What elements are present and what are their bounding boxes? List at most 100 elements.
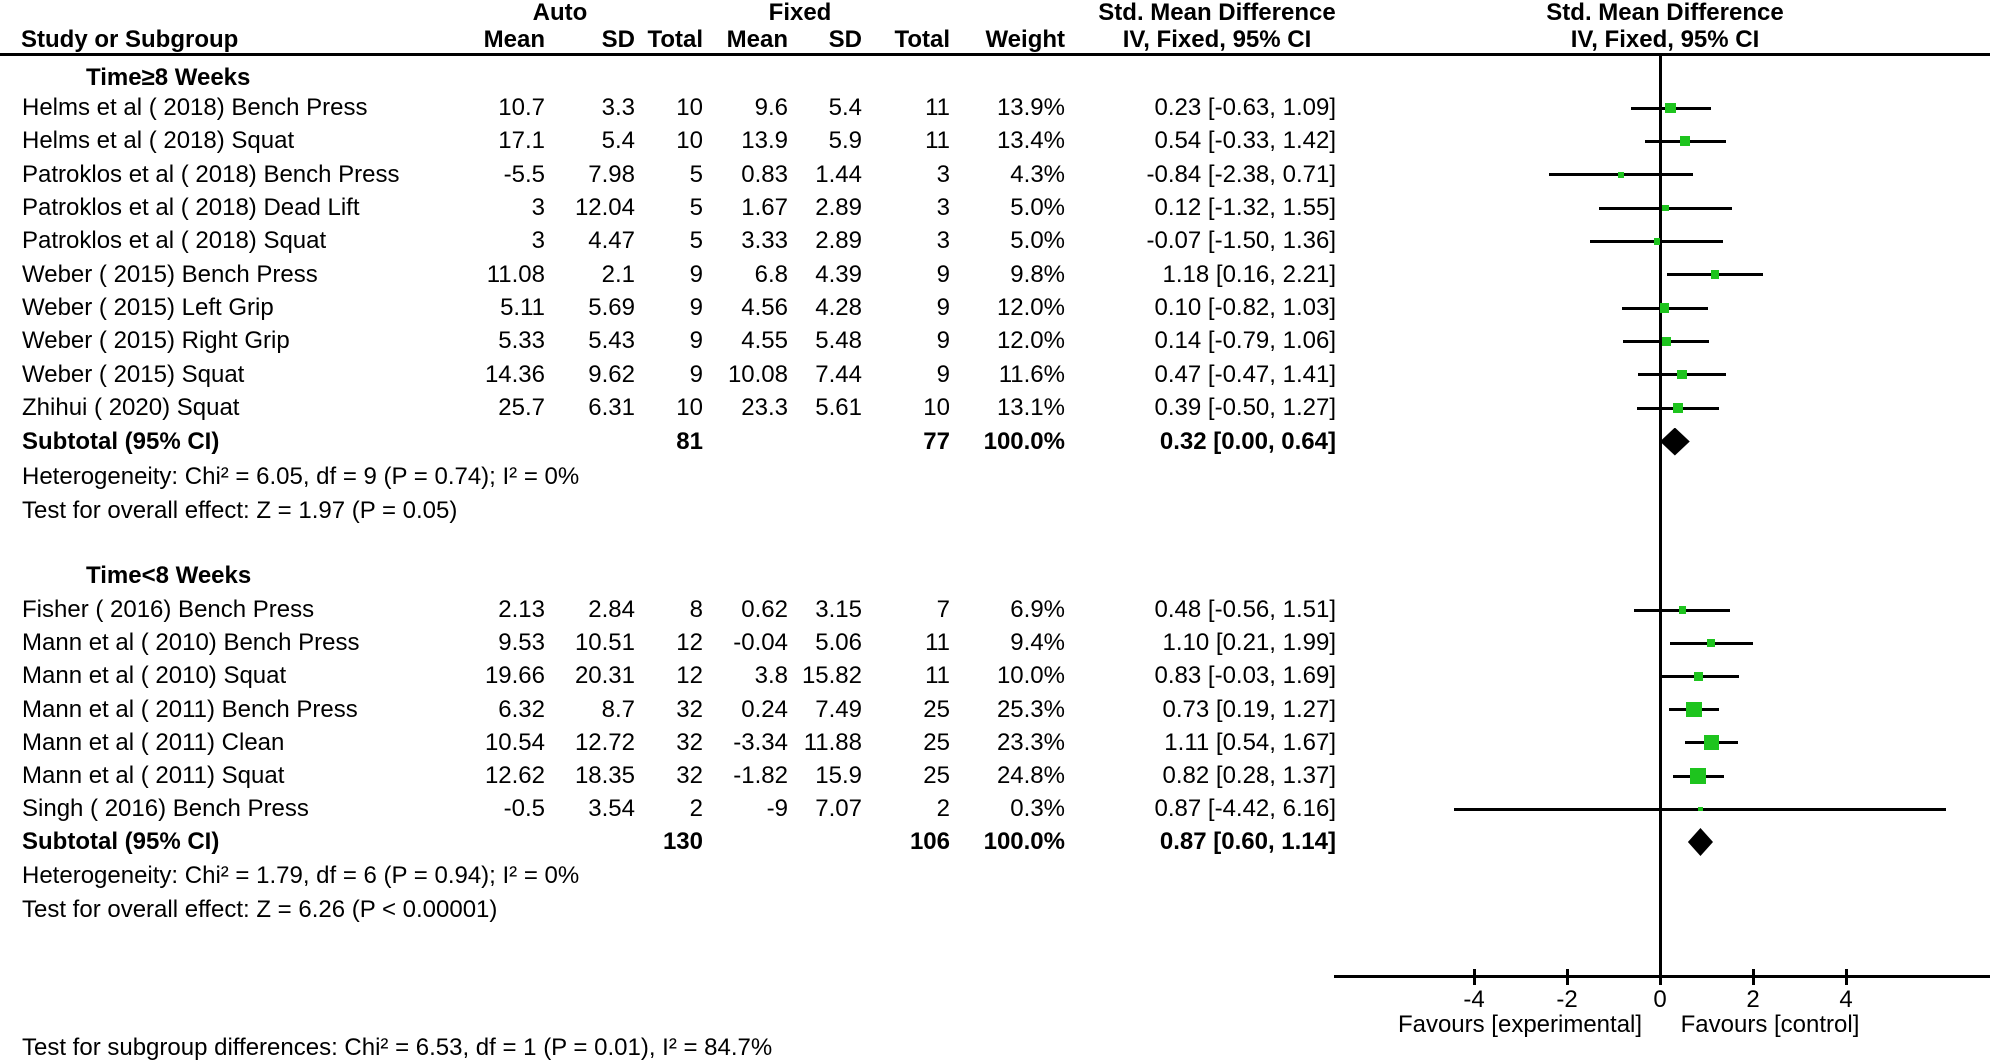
- table-cell: 2: [689, 795, 703, 823]
- table-cell: 10.54: [484, 728, 545, 756]
- table-cell: 3.15: [815, 596, 862, 623]
- table-cell: 100.0%: [983, 828, 1065, 855]
- table-cell: -0.5: [503, 795, 545, 823]
- table-cell: 10: [676, 94, 703, 121]
- x-axis-tick: [1565, 968, 1569, 985]
- x-axis-tick: [1472, 968, 1476, 985]
- x-axis-tick-label: -4: [1463, 986, 1485, 1013]
- ci-text: -0.84 [-2.38, 0.71]: [1146, 160, 1336, 188]
- heterogeneity-text: Heterogeneity: Chi² = 6.05, df = 9 (P = …: [22, 463, 580, 490]
- study-name: Weber ( 2015) Squat: [22, 360, 245, 388]
- effect-marker: [1662, 204, 1669, 212]
- table-cell: 32: [676, 695, 703, 723]
- subgroup-difference-test: Test for subgroup differences: Chi² = 6.…: [22, 1034, 773, 1061]
- table-cell: 2: [936, 795, 950, 823]
- table-cell: 23.3: [741, 394, 788, 422]
- study-name: Singh ( 2016) Bench Press: [22, 795, 309, 823]
- ci-text: 1.18 [0.16, 2.21]: [1162, 260, 1336, 288]
- table-cell: 5.48: [815, 327, 862, 355]
- smd-header-text-column: Std. Mean Difference: [1098, 0, 1336, 26]
- table-cell: 10: [923, 394, 950, 422]
- col-header-sd-auto: SD: [601, 26, 635, 53]
- table-cell: 11.88: [803, 728, 862, 756]
- table-cell: 100.0%: [983, 427, 1065, 455]
- table-cell: 13.4%: [996, 127, 1065, 155]
- table-cell: 19.66: [484, 662, 545, 690]
- table-cell: 0.3%: [1010, 795, 1065, 823]
- header-rule: [0, 53, 1990, 56]
- table-cell: 5: [689, 160, 703, 188]
- subtotal-diamond: [1660, 427, 1690, 456]
- table-cell: 9.4%: [1010, 629, 1065, 657]
- ci-text: 0.23 [-0.63, 1.09]: [1154, 94, 1336, 121]
- table-cell: 17.1: [498, 127, 545, 155]
- table-cell: 9: [689, 360, 703, 388]
- x-axis-tick-label: 2: [1746, 986, 1760, 1013]
- ci-text: 0.12 [-1.32, 1.55]: [1154, 194, 1336, 222]
- table-cell: 10.51: [574, 629, 635, 657]
- table-cell: 2.1: [601, 260, 635, 288]
- table-cell: 3: [936, 194, 950, 222]
- table-cell: 5.4: [828, 94, 862, 121]
- table-cell: 12.72: [574, 728, 635, 756]
- study-name: Weber ( 2015) Left Grip: [22, 294, 274, 322]
- table-cell: 11.6%: [998, 360, 1065, 388]
- table-cell: 9: [936, 294, 950, 322]
- col-header-sd-fixed: SD: [828, 26, 862, 53]
- table-cell: 3: [531, 194, 545, 222]
- table-cell: 9: [689, 260, 703, 288]
- table-cell: 9: [689, 294, 703, 322]
- table-cell: 4.47: [588, 227, 635, 255]
- table-cell: -9: [766, 795, 788, 823]
- ci-text: 0.47 [-0.47, 1.41]: [1154, 360, 1336, 388]
- table-cell: 4.3%: [1010, 160, 1065, 188]
- zero-line: [1659, 56, 1662, 977]
- table-cell: 13.9: [741, 127, 788, 155]
- table-cell: 12.62: [484, 762, 545, 789]
- ci-text: 1.11 [0.54, 1.67]: [1164, 728, 1336, 756]
- ci-text: 0.10 [-0.82, 1.03]: [1154, 294, 1336, 322]
- table-cell: 10: [676, 394, 703, 422]
- effect-marker: [1677, 370, 1687, 380]
- col-header-total-fixed: Total: [894, 26, 950, 53]
- table-cell: 5: [689, 227, 703, 255]
- ci-text: 0.54 [-0.33, 1.42]: [1154, 127, 1336, 155]
- subtotal-ci-text: 0.32 [0.00, 0.64]: [1159, 427, 1336, 455]
- table-cell: 5: [689, 194, 703, 222]
- group1-header: Auto: [532, 0, 588, 26]
- table-cell: 5.9: [828, 127, 862, 155]
- table-cell: -3.34: [733, 728, 788, 756]
- table-cell: 5.33: [498, 327, 545, 355]
- subtotal-ci-text: 0.87 [0.60, 1.14]: [1159, 828, 1336, 855]
- study-name: Fisher ( 2016) Bench Press: [22, 596, 315, 623]
- x-axis-tick-label: 4: [1839, 986, 1853, 1013]
- table-cell: 32: [676, 728, 703, 756]
- table-cell: 15.9: [815, 762, 862, 789]
- table-cell: 10.08: [727, 360, 788, 388]
- col-header-method-plot-column: IV, Fixed, 95% CI: [1570, 26, 1760, 53]
- table-cell: 9: [936, 327, 950, 355]
- study-name: Zhihui ( 2020) Squat: [22, 394, 240, 422]
- smd-header-plot-column: Std. Mean Difference: [1546, 0, 1784, 26]
- table-cell: 11.08: [486, 260, 545, 288]
- overall-effect-text: Test for overall effect: Z = 1.97 (P = 0…: [22, 497, 458, 524]
- table-cell: 25: [923, 762, 950, 789]
- heterogeneity-text: Heterogeneity: Chi² = 1.79, df = 6 (P = …: [22, 862, 580, 889]
- table-cell: -0.04: [733, 629, 788, 657]
- effect-marker: [1694, 672, 1703, 681]
- effect-marker: [1698, 807, 1703, 812]
- col-header-study: Study or Subgroup: [21, 26, 239, 53]
- table-cell: 8.7: [601, 695, 635, 723]
- effect-marker: [1665, 102, 1676, 114]
- table-cell: 10.7: [498, 94, 545, 121]
- effect-marker: [1706, 639, 1716, 648]
- ci-text: 1.10 [0.21, 1.99]: [1162, 629, 1336, 657]
- table-cell: 24.8%: [996, 762, 1065, 789]
- subgroup-label: Time<8 Weeks: [86, 562, 252, 589]
- table-cell: 9.53: [498, 629, 545, 657]
- ci-text: -0.07 [-1.50, 1.36]: [1146, 227, 1336, 255]
- col-header-mean-auto: Mean: [483, 26, 545, 53]
- col-header-method-text-column: IV, Fixed, 95% CI: [1122, 26, 1312, 53]
- col-header-total-auto: Total: [647, 26, 703, 53]
